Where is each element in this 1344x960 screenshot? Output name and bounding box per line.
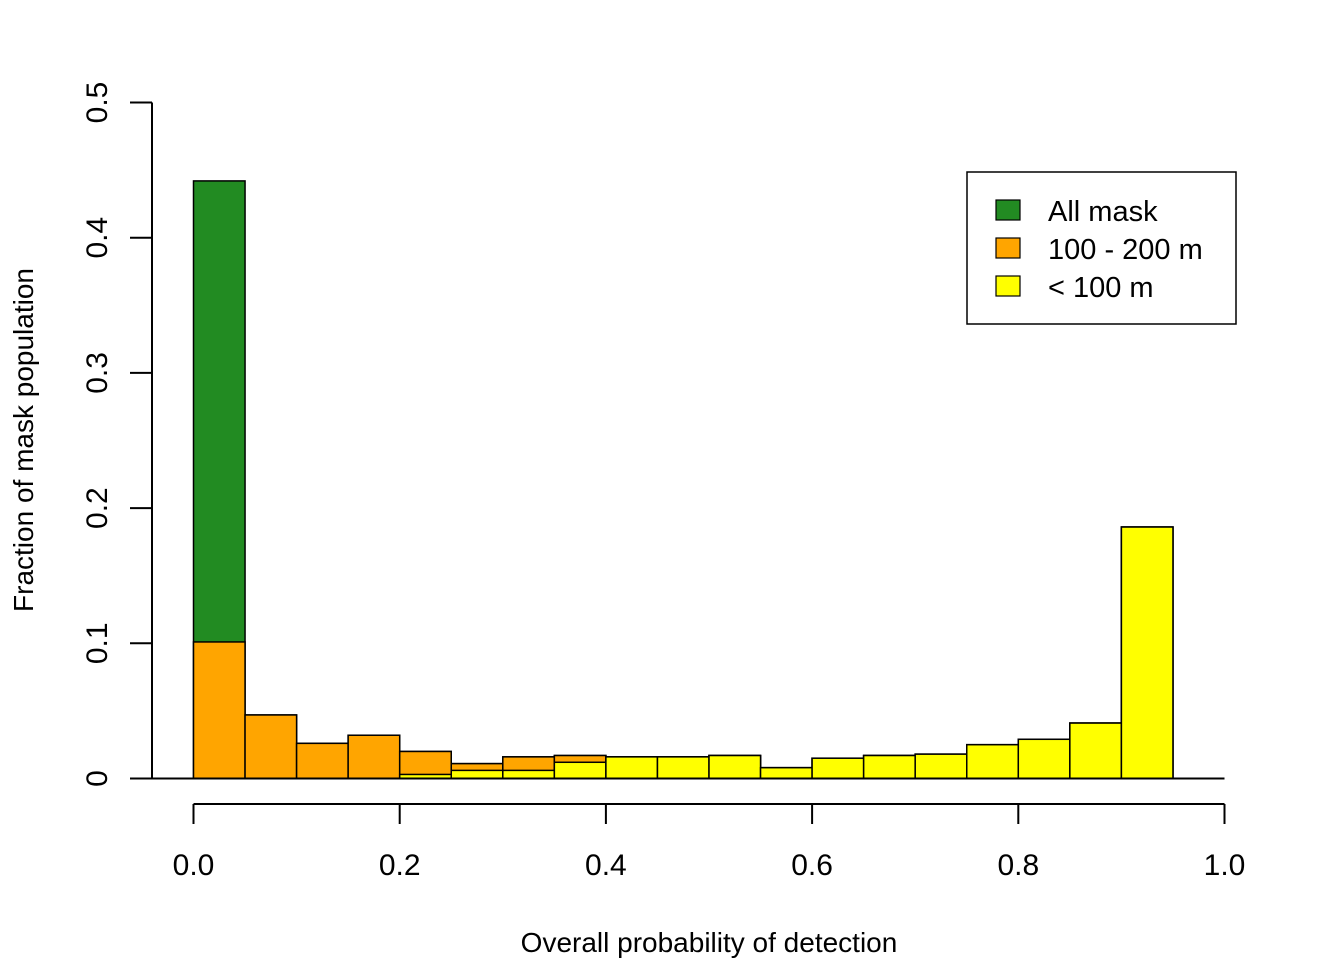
bar-100-m-17: [1069, 722, 1123, 780]
bar-100-m-14: [914, 753, 968, 780]
legend-label-under-100m: < 100 m: [1048, 272, 1154, 304]
bar-100-m-5: [450, 769, 504, 780]
bar-100-m-9: [656, 756, 710, 780]
x-tick-label-4: 0.8: [997, 849, 1039, 882]
bar-100-200-m-3: [347, 734, 401, 780]
x-tick-label-1: 0.2: [379, 849, 421, 882]
bar-100-200-m-0: [192, 641, 246, 780]
y-tick-label-1: 0.1: [81, 622, 114, 664]
legend-swatch-100-200m: [995, 237, 1021, 259]
bar-100-m-18: [1120, 526, 1174, 780]
y-axis-title: Fraction of mask population: [8, 268, 39, 612]
bar-100-m-16: [1017, 738, 1071, 780]
y-tick-label-4: 0.4: [81, 217, 114, 259]
bar-100-m-7: [553, 761, 607, 780]
bar-100-m-15: [966, 743, 1020, 780]
x-tick-label-2: 0.4: [585, 849, 627, 882]
bar-100-m-11: [759, 766, 813, 780]
bar-100-m-12: [811, 757, 865, 780]
bar-100-200-m-1: [244, 714, 298, 780]
bar-100-m-13: [862, 754, 916, 780]
x-tick-label-5: 1.0: [1204, 849, 1246, 882]
bar-100-m-6: [502, 769, 556, 780]
bar-100-m-8: [605, 756, 659, 780]
x-tick-label-0: 0.0: [173, 849, 215, 882]
axes-layer: 0.0 0.2 0.4 0.6 0.8 1.0 0 0.1 0.2 0.3 0.4 0.5: [81, 82, 1245, 882]
x-tick-label-3: 0.6: [791, 849, 833, 882]
legend-label-all-mask: All mask: [1048, 196, 1158, 228]
bar-100-m-10: [708, 754, 762, 780]
y-tick-label-0: 0: [81, 770, 114, 787]
legend-swatch-under-100m: [995, 275, 1021, 297]
x-axis-title: Overall probability of detection: [521, 927, 898, 958]
y-tick-label-3: 0.3: [81, 352, 114, 394]
y-tick-label-5: 0.5: [81, 82, 114, 124]
legend: All mask 100 - 200 m < 100 m: [966, 171, 1237, 325]
legend-swatch-all-mask: [995, 199, 1021, 221]
y-tick-label-2: 0.2: [81, 487, 114, 529]
bar-100-200-m-2: [295, 742, 349, 780]
legend-label-100-200m: 100 - 200 m: [1048, 234, 1203, 266]
